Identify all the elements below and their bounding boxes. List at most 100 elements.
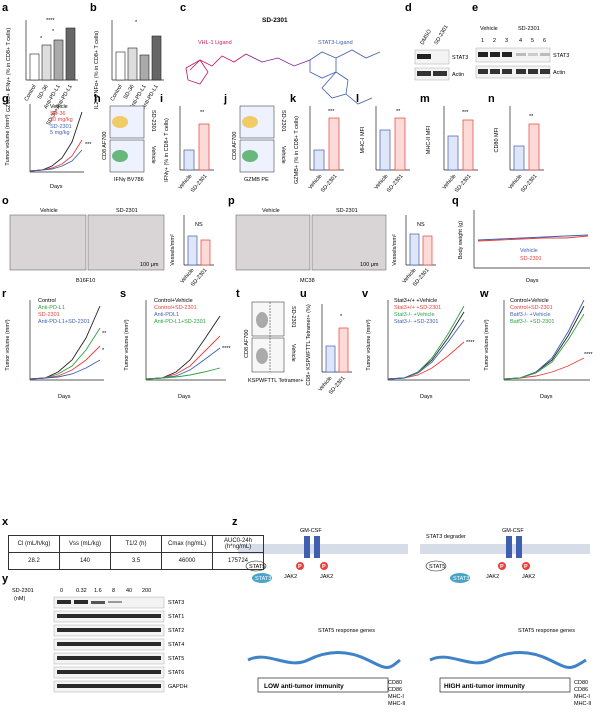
- panel-o-label: o: [2, 195, 9, 207]
- panel-j-row: SD-2301: [280, 110, 286, 132]
- panel-y-band: STAT4: [168, 642, 184, 648]
- panel-e-lane: 4: [519, 38, 522, 44]
- panel-o-scale: 100 μm: [140, 262, 159, 268]
- panel-e-band: Actin: [553, 70, 565, 76]
- phospho-p: P: [500, 564, 504, 570]
- panel-j-xlabel: GZMB PE: [244, 177, 269, 183]
- panel-h-row: SD-2301: [150, 110, 156, 132]
- panel-u-label: u: [300, 288, 307, 300]
- panel-y-band: STAT1: [168, 614, 184, 620]
- panel-g-xlabel: Days: [50, 184, 63, 190]
- panel-o: o Vehicle SD-2301 100 μm B16F10 Vessels/…: [2, 195, 214, 288]
- panel-q-legend: SD-2301: [520, 256, 542, 262]
- stat3-degrader-label: STAT3 degrader: [426, 534, 466, 540]
- panel-y-band: STAT3: [168, 600, 184, 606]
- jak2-label-left: JAK2: [320, 574, 333, 580]
- panel-g-legend: SD-36: [50, 111, 66, 117]
- pk-value: 140: [59, 552, 111, 570]
- panel-q-ylabel: Body weight (g): [458, 221, 464, 259]
- panel-h-label: h: [94, 93, 101, 105]
- panel-p-ylabel: Vessels/mm²: [392, 234, 398, 266]
- phospho-p: P: [298, 564, 302, 570]
- panel-v-legend: Stat3+/+ +SD-2301: [394, 305, 441, 311]
- panel-w-legend: Batf3-/- +SD-2301: [510, 319, 554, 325]
- panel-w: w Tumor volume (mm³) **** Control+Vehicl…: [479, 288, 593, 400]
- panel-e-group: Vehicle: [480, 26, 498, 32]
- panel-a-sig-1: *: [40, 36, 43, 42]
- stat3-right: STAT3: [453, 576, 469, 582]
- panel-y-dose: 0.32: [76, 588, 87, 594]
- panel-v-xlabel: Days: [420, 394, 433, 400]
- panel-t-ylabel: CD8 AF700: [244, 330, 250, 358]
- phospho-p: P: [524, 564, 528, 570]
- chemical-structure: [185, 49, 381, 105]
- panel-k: k GZMB+ (% in CD8+ T cells) *** Vehicle …: [290, 93, 344, 194]
- panel-s-legend: Control+Vehicle: [154, 298, 193, 304]
- panel-o-model: B16F10: [76, 278, 95, 284]
- panel-o-ylabel: Vessels/mm²: [170, 234, 176, 266]
- panel-n-ylabel: CD80 MFI: [494, 127, 500, 153]
- panel-j: j SD-2301 Vehicle GZMB PE CD8 AF700: [223, 93, 286, 183]
- panel-y-dose: 200: [142, 588, 151, 594]
- panel-w-sig: ****: [584, 352, 593, 358]
- panel-y-drug: SD-2301: [12, 588, 34, 594]
- panel-e-lane: 3: [505, 38, 508, 44]
- panel-b-group: Control: [110, 84, 124, 102]
- panel-h-xlabel: IFNγ BV786: [114, 177, 144, 183]
- panel-g-legend: Vehicle: [50, 104, 68, 110]
- panel-y-label: y: [2, 573, 9, 585]
- panel-y-band: STAT2: [168, 628, 184, 634]
- panel-s-legend: Anti-PD-L1+SD-2301: [154, 319, 206, 325]
- panel-i-label: i: [160, 93, 163, 105]
- stat5-right: STAT5: [429, 564, 445, 570]
- panel-e-lane: 5: [531, 38, 534, 44]
- panel-r-sig: *: [102, 348, 105, 354]
- marker-right: MHC-I: [574, 694, 590, 700]
- panel-a-sig-3: ****: [46, 18, 55, 24]
- panel-n-label: n: [488, 93, 495, 105]
- panel-d-band: STAT3: [452, 55, 468, 61]
- panel-b-sig: *: [135, 20, 138, 26]
- panel-t-row: SD-2301: [290, 306, 296, 328]
- panel-z: z GM-CSF JAK2 JAK2 STAT5 STAT3 STAT5 res…: [232, 516, 592, 707]
- panel-n-group: SD-2301: [520, 173, 539, 193]
- gm-csf-label-right: GM-CSF: [502, 528, 524, 534]
- panel-h-ylabel: CD8 AF700: [102, 132, 108, 160]
- panel-e-lane: 1: [481, 38, 484, 44]
- panel-v-legend: Stat3-/- +SD-2301: [394, 319, 438, 325]
- panel-e-label: e: [472, 2, 478, 14]
- panel-r-sig: **: [102, 331, 107, 337]
- stat3-ligand-label: STAT3-Ligand: [318, 40, 353, 46]
- panel-r-label: r: [2, 288, 7, 300]
- panel-a-group: Control: [24, 84, 38, 102]
- panel-y-dose: 40: [126, 588, 132, 594]
- pk-value: 3.5: [110, 552, 162, 570]
- panel-e-group: SD-2301: [518, 26, 540, 32]
- panel-c-label: c: [180, 2, 186, 14]
- low-immunity-box: LOW anti-tumor immunity: [264, 683, 344, 690]
- panel-a-sig-2: *: [52, 29, 55, 35]
- panel-w-legend: Control+Vehicle: [510, 298, 549, 304]
- marker-left: CD86: [388, 687, 402, 693]
- pk-header: Cmax (ng/mL): [161, 535, 213, 553]
- panel-y-dose: 0: [60, 588, 63, 594]
- panel-s: s Tumor volume (mm³) **** Control+Vehicl…: [120, 288, 231, 400]
- panel-b-label: b: [90, 2, 97, 14]
- panel-r: r Tumor volume (mm³) ** * Control Anti-P…: [2, 288, 107, 400]
- panel-s-legend: Control+SD-2301: [154, 305, 197, 311]
- panel-j-label: j: [223, 93, 227, 105]
- panel-k-group: SD-2301: [320, 173, 339, 193]
- pk-header: AUC0-24h (h*ng/mL): [212, 535, 264, 553]
- panel-m: m MHC-II MFI *** Vehicle SD-2301: [420, 93, 478, 194]
- panel-y: y SD-2301 (nM) 0 0.32 1.6 8 40 200 STAT3…: [2, 573, 188, 693]
- panel-d: d DMSO SD-2301 STAT3 Actin: [405, 2, 468, 81]
- panel-o-sig: NS: [195, 222, 203, 228]
- panel-g-legend: SD-2301: [50, 124, 72, 130]
- panel-y-band: STAT6: [168, 670, 184, 676]
- panel-y-unit: (nM): [14, 596, 25, 602]
- panel-s-ylabel: Tumor volume (mm³): [124, 319, 130, 370]
- panel-q: q Body weight (g) Vehicle SD-2301 Days: [452, 195, 590, 284]
- vhl-ligand-label: VHL-1 Ligand: [198, 40, 232, 46]
- panel-g-label: g: [2, 93, 9, 105]
- panel-v-legend: Stat3-/- +Vehicle: [394, 312, 435, 318]
